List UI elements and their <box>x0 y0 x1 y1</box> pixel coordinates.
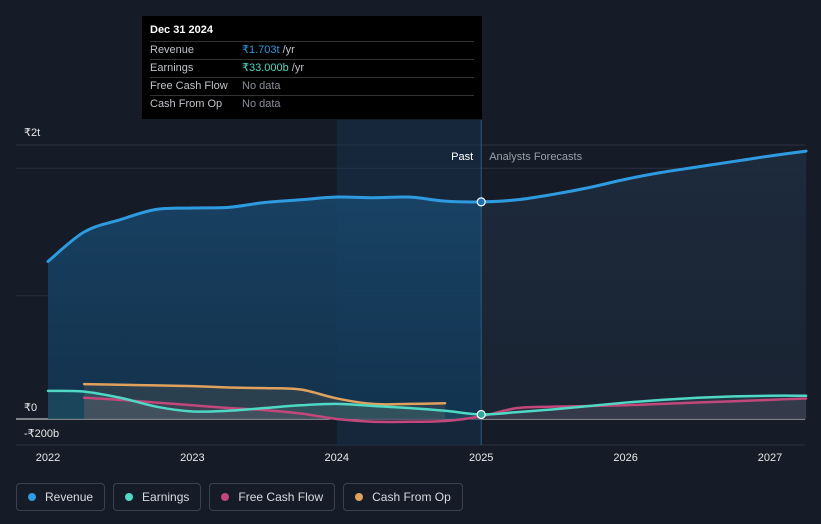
earnings-marker <box>476 409 486 420</box>
tooltip-value: ₹33.000b <box>242 62 289 74</box>
x-tick-label: 2023 <box>180 452 204 464</box>
tooltip-row-revenue: Revenue ₹1.703t /yr <box>150 41 474 59</box>
legend-label: Earnings <box>142 490 190 504</box>
x-tick-label: 2027 <box>758 452 782 464</box>
tooltip-label: Earnings <box>150 62 194 74</box>
past-label: Past <box>451 151 473 163</box>
x-tick-label: 2022 <box>36 452 60 464</box>
revenue-area-past <box>48 196 482 419</box>
tooltip-value: ₹1.703t <box>242 44 280 56</box>
y-tick-label: ₹0 <box>24 402 37 414</box>
tooltip-label: Free Cash Flow <box>150 80 228 92</box>
legend-item-revenue[interactable]: Revenue <box>16 483 106 511</box>
legend-label: Revenue <box>45 490 94 504</box>
highlight-markers <box>476 197 486 420</box>
x-axis: 2022 2023 2024 2025 2026 2027 <box>36 452 782 464</box>
legend: Revenue Earnings Free Cash Flow Cash Fro… <box>16 483 463 511</box>
y-tick-label: -₹200b <box>24 428 59 440</box>
forecast-label: Analysts Forecasts <box>489 151 582 163</box>
free-cash-flow-area <box>84 397 807 422</box>
legend-dot-icon <box>221 493 230 501</box>
tooltip-label: Revenue <box>150 44 195 56</box>
legend-dot-icon <box>355 493 364 501</box>
y-axis: ₹2t ₹0 -₹200b <box>24 127 59 440</box>
y-tick-label: ₹2t <box>24 127 40 139</box>
tooltip-row-free-cash-flow: Free Cash Flow No data <box>150 77 474 95</box>
legend-dot-icon <box>125 493 134 501</box>
revenue-line <box>46 149 808 263</box>
cash-from-op-line <box>82 382 447 406</box>
legend-item-earnings[interactable]: Earnings <box>113 483 202 511</box>
legend-label: Free Cash Flow <box>238 490 324 504</box>
legend-item-cash-from-op[interactable]: Cash From Op <box>343 483 463 511</box>
tooltip-date: Dec 31 2024 <box>150 24 213 36</box>
tooltip-value: No data <box>242 80 281 92</box>
revenue-area-forecast <box>481 151 807 419</box>
x-tick-label: 2026 <box>613 452 637 464</box>
tooltip-unit: /yr <box>282 44 295 56</box>
series-lines <box>46 149 808 424</box>
legend-label: Cash From Op <box>372 490 451 504</box>
earnings-line <box>46 389 808 416</box>
x-tick-label: 2024 <box>325 452 349 464</box>
tooltip: Dec 31 2024 Revenue ₹1.703t /yr Earnings… <box>142 16 482 119</box>
x-tick-label: 2025 <box>469 452 493 464</box>
tooltip-row-cash-from-op: Cash From Op No data <box>150 95 474 113</box>
legend-dot-icon <box>28 493 36 501</box>
tooltip-value: No data <box>242 98 281 110</box>
revenue-marker <box>476 197 486 207</box>
tooltip-label: Cash From Op <box>150 98 223 110</box>
free-cash-flow-line <box>82 396 808 424</box>
legend-item-free-cash-flow[interactable]: Free Cash Flow <box>209 483 336 511</box>
tooltip-row-earnings: Earnings ₹33.000b /yr <box>150 59 474 77</box>
earnings-area <box>48 390 807 419</box>
tooltip-unit: /yr <box>291 62 304 74</box>
